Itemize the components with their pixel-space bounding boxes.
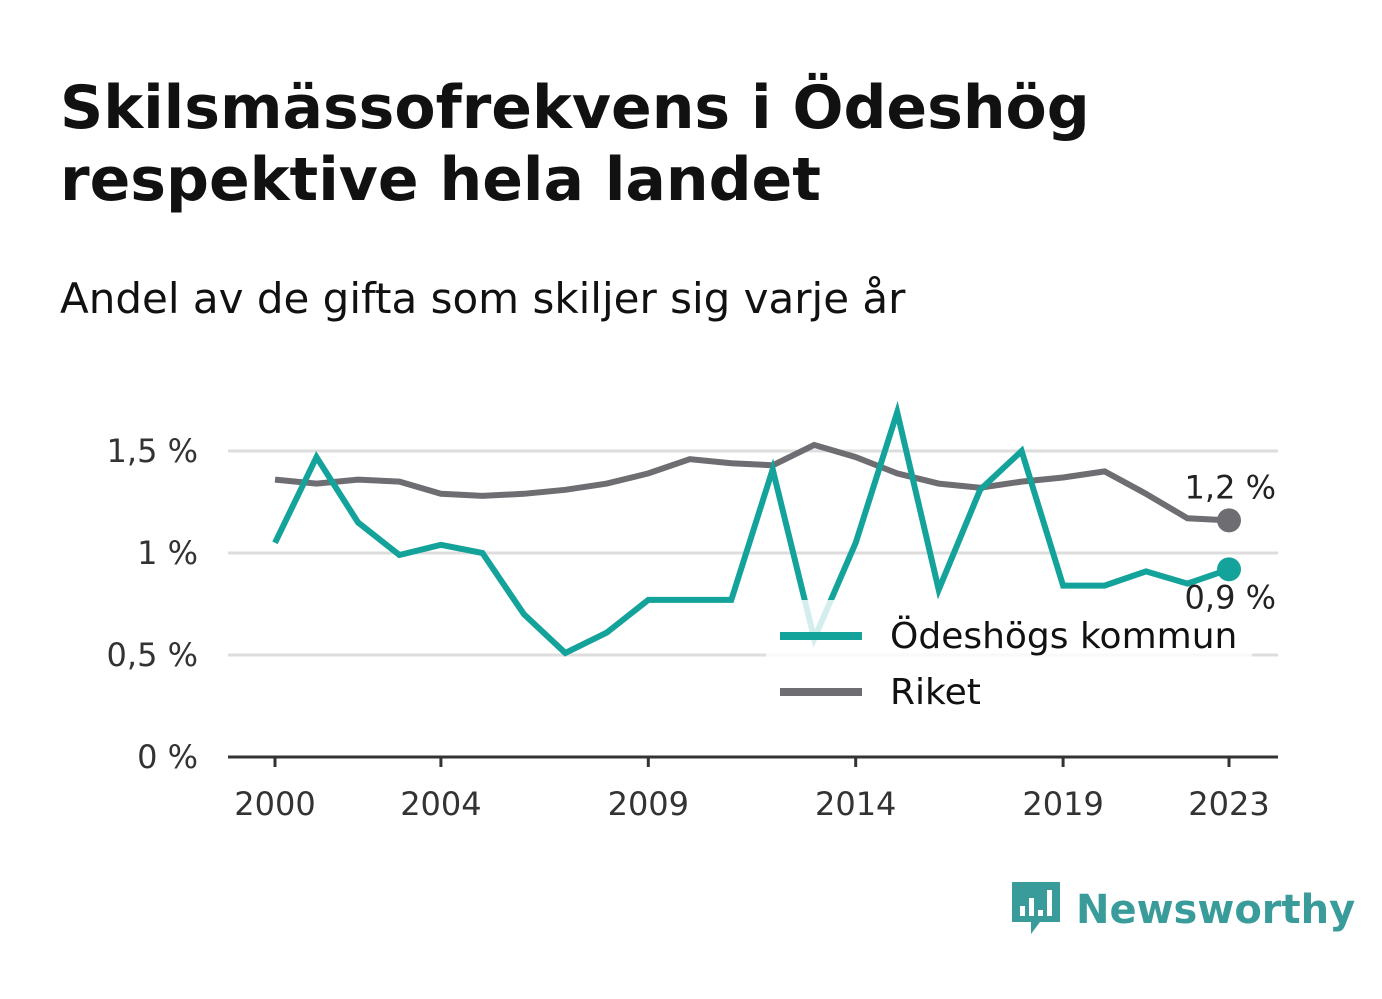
legend-label: Ödeshögs kommun (890, 615, 1237, 657)
chart-title: Skilsmässofrekvens i Ödeshög respektive … (60, 73, 1090, 215)
y-axis-ticks: 0 % 0,5 % 1 % 1,5 % (107, 432, 198, 776)
series-endpoint-odeshog (1217, 557, 1241, 582)
x-tick-label: 2014 (815, 785, 896, 823)
x-tick-label: 2023 (1188, 785, 1269, 823)
series-line-odeshog (272, 400, 1230, 657)
series-line-riket (274, 441, 1230, 524)
x-tick-label: 2000 (234, 785, 315, 823)
brand-name: Newsworthy (1076, 887, 1356, 933)
series-lines (272, 400, 1241, 657)
brand-logo: Newsworthy (1010, 878, 1355, 942)
legend-background (766, 600, 1252, 730)
series-endpoint-riket (1217, 508, 1241, 533)
legend-label: Riket (890, 672, 981, 713)
legend: Ödeshögs kommun Riket (766, 600, 1252, 730)
y-tick-label: 1,5 % (107, 432, 198, 470)
end-label-riket: 1,2 % (1185, 468, 1276, 506)
chart-subtitle: Andel av de gifta som skiljer sig varje … (60, 274, 906, 323)
end-labels: 1,2 % 0,9 % (1185, 468, 1276, 616)
y-tick-label: 0 % (137, 738, 198, 776)
newsworthy-logo-icon (1010, 878, 1064, 942)
x-axis: 2000 2004 2009 2014 2019 2023 (228, 755, 1278, 823)
y-tick-label: 0,5 % (107, 636, 198, 674)
x-tick-label: 2009 (608, 785, 689, 823)
end-label-odeshog: 0,9 % (1185, 578, 1276, 616)
x-tick-label: 2019 (1022, 785, 1103, 823)
x-tick-label: 2004 (400, 785, 481, 823)
y-tick-label: 1 % (137, 534, 198, 572)
